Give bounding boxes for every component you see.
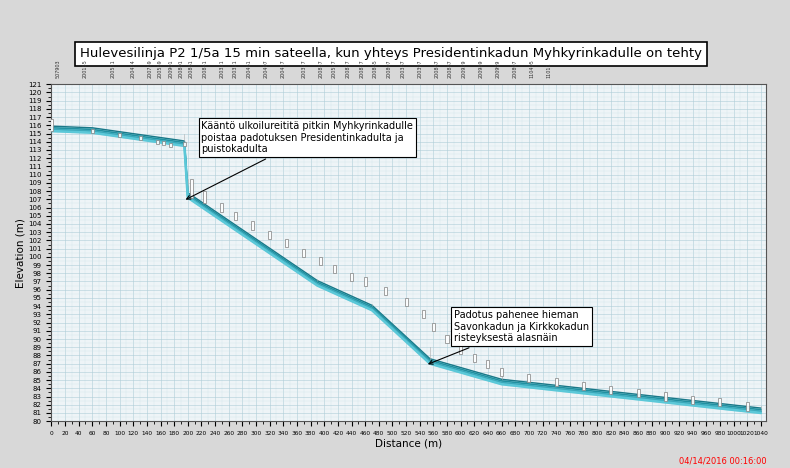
Bar — [500, 368, 503, 376]
Text: 200861: 200861 — [189, 59, 194, 78]
Text: 200865: 200865 — [373, 59, 378, 78]
Bar — [528, 373, 530, 382]
Bar — [350, 273, 353, 281]
Bar — [582, 382, 585, 390]
Text: 110405: 110405 — [530, 59, 535, 78]
X-axis label: Distance (m): Distance (m) — [375, 439, 442, 449]
Text: Hulevesilinja P2 1/5a 15 min sateella, kun yhteys Presidentinkadun Myhkyrinkadul: Hulevesilinja P2 1/5a 15 min sateella, k… — [80, 47, 702, 60]
Bar — [432, 322, 435, 331]
Bar — [251, 221, 254, 230]
Text: 200387: 200387 — [401, 59, 405, 78]
Y-axis label: Elevation (m): Elevation (m) — [15, 218, 25, 288]
Bar — [156, 140, 159, 144]
Bar — [169, 143, 172, 146]
Bar — [319, 257, 322, 265]
Bar — [555, 378, 558, 386]
Text: 200897: 200897 — [386, 59, 392, 78]
Text: 200474: 200474 — [130, 59, 136, 78]
Text: 200417: 200417 — [280, 59, 286, 78]
Bar — [637, 389, 640, 397]
Text: 200801: 200801 — [179, 59, 183, 78]
Text: 200999: 200999 — [495, 59, 501, 78]
Text: 11011: 11011 — [547, 62, 552, 78]
Bar — [220, 204, 224, 212]
Bar — [746, 402, 749, 410]
Bar — [190, 179, 193, 197]
Text: 200321: 200321 — [233, 59, 238, 78]
Text: 200321: 200321 — [220, 59, 224, 78]
Bar — [384, 287, 387, 295]
Text: 200759: 200759 — [148, 59, 152, 78]
Bar — [459, 345, 462, 354]
Text: 200989: 200989 — [479, 59, 483, 78]
Bar — [446, 335, 449, 343]
Bar — [50, 119, 53, 131]
Text: 04/14/2016 00:16:00: 04/14/2016 00:16:00 — [679, 457, 766, 466]
Bar — [422, 310, 425, 318]
Bar — [691, 396, 694, 404]
Text: 200877: 200877 — [359, 59, 364, 78]
Text: 200155: 200155 — [83, 59, 88, 78]
Bar — [303, 249, 305, 257]
Text: 200939: 200939 — [461, 59, 467, 78]
Bar — [664, 393, 667, 401]
Bar — [472, 354, 476, 362]
Text: 200901: 200901 — [168, 59, 173, 78]
Text: 200577: 200577 — [332, 59, 337, 78]
Bar — [487, 359, 490, 368]
Text: 200407: 200407 — [264, 59, 269, 78]
Text: 200877: 200877 — [345, 59, 351, 78]
Bar — [163, 141, 165, 145]
Bar — [404, 298, 408, 306]
Text: 200461: 200461 — [246, 59, 252, 78]
Text: 507903: 507903 — [55, 59, 61, 78]
Text: 200897: 200897 — [513, 59, 517, 78]
Bar — [333, 265, 336, 273]
Text: 200867: 200867 — [435, 59, 439, 78]
Bar — [182, 142, 186, 146]
Text: 200511: 200511 — [111, 59, 115, 78]
Text: 200377: 200377 — [301, 59, 307, 78]
Text: 200559: 200559 — [158, 59, 163, 78]
Bar — [363, 278, 367, 285]
Text: Kääntö ulkoilureititä pitkin Myhkyrinkadulle
poistaa padotuksen Presidentinkadul: Kääntö ulkoilureititä pitkin Myhkyrinkad… — [186, 121, 413, 199]
Text: 200841: 200841 — [202, 59, 207, 78]
Bar — [234, 212, 237, 220]
Bar — [118, 133, 121, 137]
Bar — [268, 231, 271, 239]
Bar — [718, 398, 721, 406]
Text: 200887: 200887 — [448, 59, 453, 78]
Bar — [91, 129, 94, 133]
Bar — [609, 386, 612, 394]
Text: 200837: 200837 — [318, 59, 323, 78]
Bar — [138, 136, 141, 140]
Bar — [285, 239, 288, 247]
Text: Padotus pahenee hieman
Savonkadun ja Kirkkokadun
risteyksestä alasпäin: Padotus pahenee hieman Savonkadun ja Kir… — [429, 310, 589, 364]
Text: 200397: 200397 — [417, 59, 422, 78]
Bar — [203, 191, 206, 204]
